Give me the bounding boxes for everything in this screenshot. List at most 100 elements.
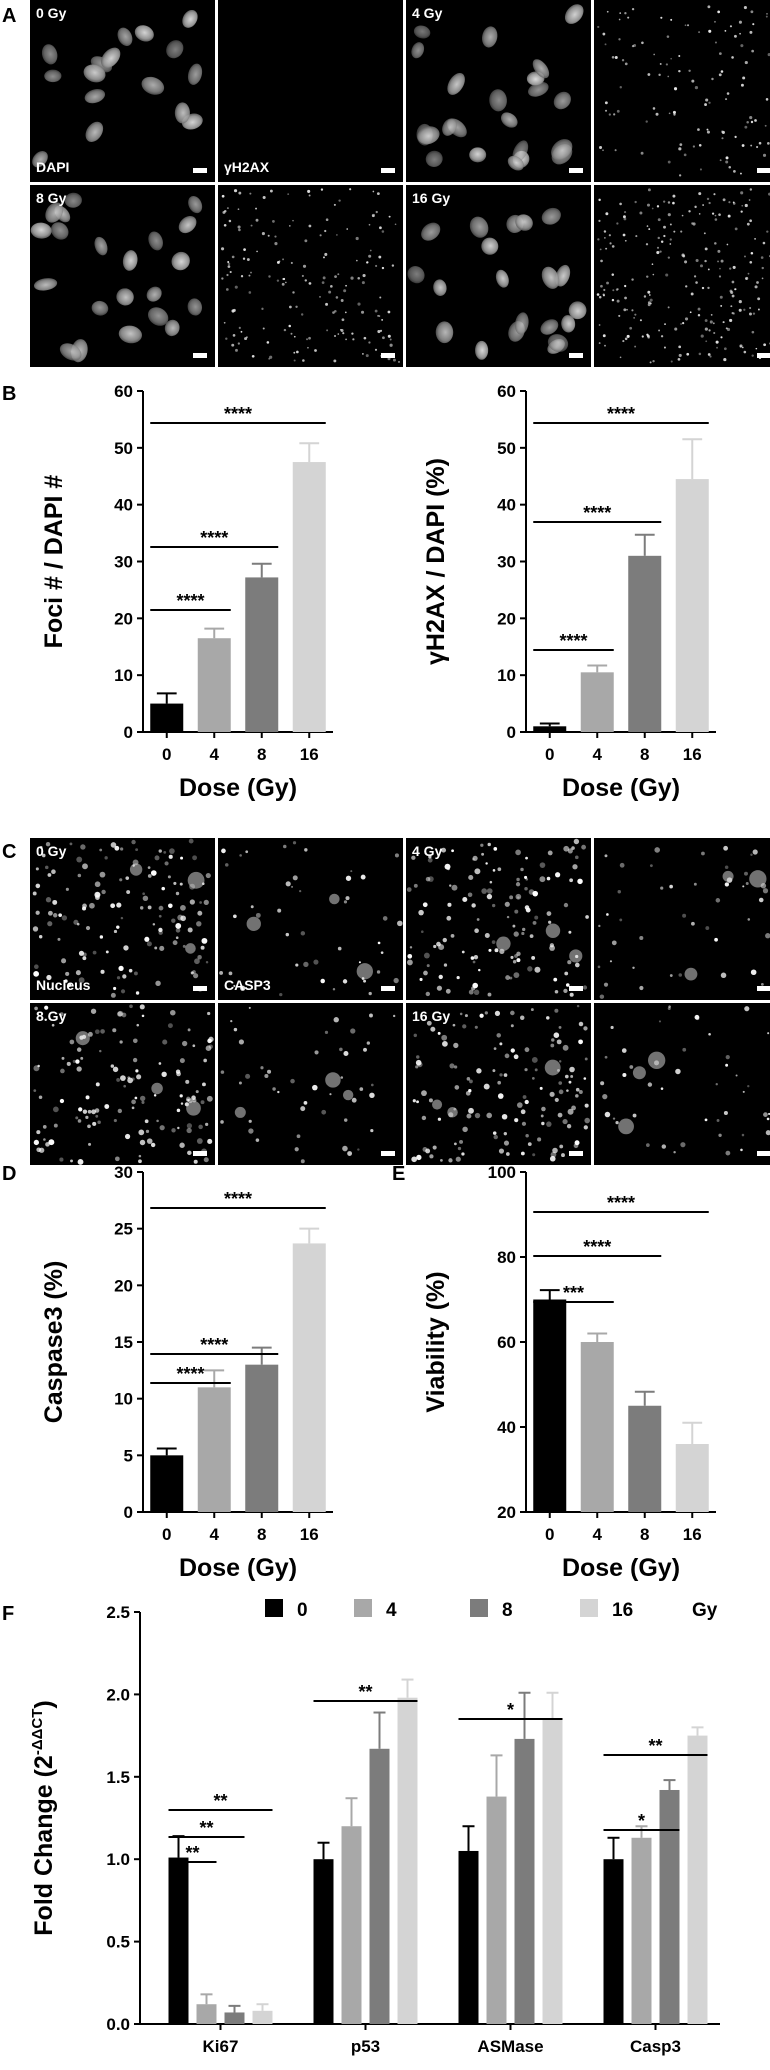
cell-mark	[175, 936, 179, 940]
focus-dot	[295, 305, 298, 308]
focus-dot	[634, 200, 637, 204]
cell-mark	[461, 1152, 465, 1156]
focus-dot	[706, 197, 710, 201]
cell-mark	[421, 930, 424, 934]
cell-mark	[113, 929, 118, 934]
cell-mark	[673, 1150, 676, 1154]
cell-mark	[114, 845, 120, 851]
focus-dot	[635, 235, 638, 238]
cell-mark	[189, 899, 195, 905]
focus-dot	[306, 338, 309, 341]
focus-dot	[672, 201, 675, 205]
nucleus-mark	[134, 25, 154, 42]
focus-dot	[387, 334, 391, 338]
focus-dot	[749, 260, 753, 264]
cell-mark	[267, 1069, 272, 1074]
cell-mark	[575, 1094, 579, 1098]
y-tick-label: 10	[114, 1390, 133, 1409]
cell-mark	[527, 966, 533, 972]
cell-mark	[80, 844, 86, 850]
focus-dot	[754, 119, 757, 122]
y-tick-label: 1.0	[106, 1850, 130, 1869]
cell-mark	[61, 1056, 65, 1060]
bright-spot	[544, 1059, 561, 1076]
focus-dot	[372, 190, 375, 193]
cell-mark	[428, 876, 434, 882]
focus-dot	[757, 308, 760, 311]
cell-mark	[45, 1142, 50, 1147]
cell-mark	[473, 989, 480, 995]
focus-dot	[682, 254, 686, 258]
cell-mark	[76, 1066, 82, 1072]
cell-mark	[75, 1116, 79, 1120]
focus-dot	[325, 218, 329, 222]
cell-mark	[342, 979, 348, 984]
focus-dot	[334, 275, 337, 279]
focus-dot	[721, 130, 725, 134]
y-tick-label: 80	[497, 1248, 516, 1267]
cell-mark	[578, 1021, 584, 1027]
cell-mark	[187, 927, 193, 933]
focus-dot	[333, 203, 336, 206]
focus-dot	[227, 265, 231, 268]
cell-mark	[167, 875, 171, 879]
focus-dot	[288, 225, 291, 227]
cell-mark	[515, 849, 521, 856]
cell-mark	[36, 1147, 42, 1153]
focus-dot	[356, 259, 358, 262]
nucleus-mark	[50, 222, 69, 240]
focus-dot	[245, 336, 248, 339]
cell-mark	[567, 1108, 574, 1115]
bar	[197, 638, 231, 732]
cell-mark	[512, 960, 517, 964]
focus-dot	[238, 191, 242, 195]
cell-mark	[484, 933, 490, 938]
focus-dot	[668, 112, 671, 115]
micrograph-tile	[218, 0, 403, 182]
cell-mark	[104, 1104, 110, 1109]
cell-mark	[483, 1083, 490, 1090]
cell-mark	[547, 850, 553, 856]
x-tick-label: p53	[351, 2037, 380, 2056]
cell-mark	[487, 842, 491, 847]
bar	[675, 1444, 709, 1512]
focus-dot	[663, 234, 666, 238]
focus-dot	[706, 128, 709, 131]
bright-spot	[447, 1106, 458, 1118]
focus-dot	[393, 358, 396, 362]
focus-dot	[619, 202, 622, 206]
bright-spot	[618, 1118, 634, 1135]
cell-mark	[660, 1087, 664, 1090]
cell-mark	[546, 1121, 552, 1127]
focus-dot	[231, 255, 235, 259]
focus-dot	[732, 201, 735, 204]
cell-mark	[621, 1048, 627, 1053]
focus-dot	[261, 307, 264, 310]
cell-mark	[419, 977, 423, 982]
focus-dot	[689, 311, 692, 314]
focus-dot	[226, 273, 229, 277]
focus-dot	[711, 212, 715, 215]
cell-mark	[604, 1055, 608, 1059]
cell-mark	[567, 960, 572, 965]
focus-dot	[640, 151, 644, 155]
cell-mark	[469, 1079, 473, 1084]
focus-dot	[240, 330, 243, 333]
focus-dot	[709, 355, 712, 358]
bar	[580, 1342, 614, 1512]
panel-letter-a: A	[2, 5, 16, 27]
bright-spot	[329, 893, 340, 905]
cell-mark	[147, 874, 152, 878]
bar	[628, 555, 662, 732]
cell-mark	[442, 1040, 448, 1047]
focus-dot	[663, 225, 666, 229]
bar	[252, 2010, 273, 2024]
focus-dot	[624, 284, 627, 288]
cell-mark	[100, 969, 105, 974]
focus-dot	[363, 336, 367, 340]
y-tick-label: 30	[497, 553, 516, 572]
y-tick-label: 1.5	[106, 1768, 130, 1787]
cell-mark	[370, 1128, 374, 1133]
cell-mark	[125, 876, 130, 880]
cell-mark	[584, 1117, 590, 1124]
